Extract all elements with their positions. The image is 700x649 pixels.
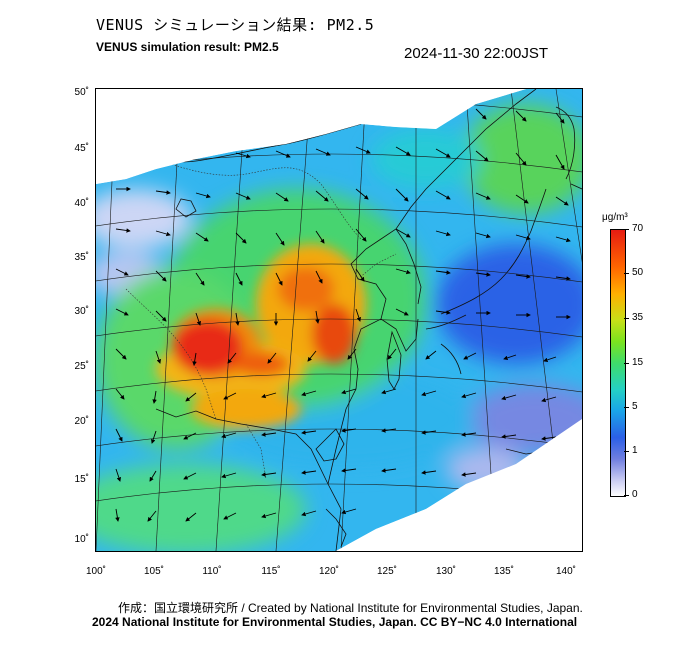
pm25-map	[95, 88, 583, 552]
colorbar-tick	[624, 451, 629, 452]
colorbar-label-0: 0	[632, 489, 638, 500]
outside-domain-mask	[96, 89, 582, 551]
lat-label-45: 45˚	[74, 143, 89, 154]
lon-label-115: 115˚	[261, 566, 281, 577]
colorbar-tick	[624, 318, 629, 319]
colorbar-label-35: 35	[632, 312, 644, 323]
title-english: VENUS simulation result: PM2.5	[96, 40, 279, 54]
lon-label-120: 120˚	[318, 566, 339, 577]
lon-label-105: 105˚	[143, 566, 164, 577]
colorbar-tick	[624, 495, 629, 496]
coastlines	[135, 89, 582, 551]
lat-label-20: 20˚	[74, 416, 89, 427]
copyright-line: 2024 National Institute for Environmenta…	[92, 615, 578, 629]
colorbar-label-15: 15	[632, 357, 644, 368]
lat-label-15: 15˚	[74, 474, 89, 485]
colorbar-tick	[624, 229, 629, 230]
lat-label-35: 35˚	[74, 252, 89, 263]
credit-line: 作成：国立環境研究所 / Created by National Institu…	[118, 601, 583, 615]
lon-label-125: 125˚	[376, 566, 397, 577]
lat-label-50: 50˚	[74, 87, 89, 98]
colorbar-label-5: 5	[632, 401, 638, 412]
lat-label-30: 30˚	[74, 306, 89, 317]
country-borders	[125, 148, 397, 480]
colorbar-label-70: 70	[632, 223, 644, 234]
colorbar-tick	[624, 407, 629, 408]
colorbar-tick	[624, 363, 629, 364]
lon-label-135: 135˚	[493, 566, 514, 577]
lon-label-110: 110˚	[202, 566, 222, 577]
colorbar-label-1: 1	[632, 445, 638, 456]
title-japanese: VENUS シミュレーション結果: PM2.5	[96, 16, 375, 34]
forecast-timestamp: 2024-11-30 22:00JST	[404, 45, 548, 62]
lat-label-25: 25˚	[74, 361, 89, 372]
lat-label-10: 10˚	[74, 534, 89, 545]
lat-label-40: 40˚	[74, 198, 89, 209]
lon-label-100: 100˚	[85, 566, 106, 577]
lon-label-130: 130˚	[435, 566, 456, 577]
colorbar-label-50: 50	[632, 267, 644, 278]
colorbar-tick	[624, 273, 629, 274]
colorbar-unit-label: μg/m³	[602, 212, 628, 223]
pm25-map-svg	[96, 89, 582, 551]
lon-label-140: 140˚	[555, 566, 576, 577]
